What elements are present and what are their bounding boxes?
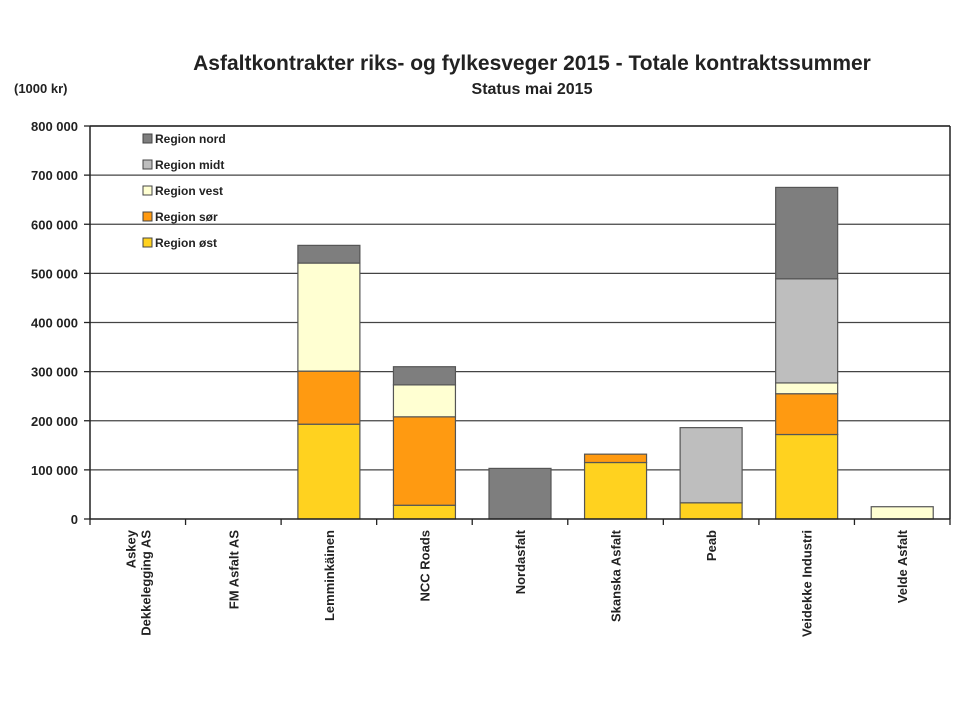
legend-label: Region vest [155, 184, 223, 198]
y-tick-label: 600 000 [31, 217, 78, 232]
y-tick-label: 800 000 [31, 119, 78, 134]
x-tick-label: Dekkelegging AS [138, 530, 153, 636]
x-tick-label-group: Askey Dekkelegging AS [123, 529, 153, 635]
bar-segment-veidekke-industri-region-vest [775, 382, 839, 395]
x-tick-label: Skanska Asfalt [609, 529, 624, 622]
legend-label: Region sør [155, 210, 218, 224]
bar-segment-lemmink-inen-region-nord [297, 244, 361, 264]
bar-segment-ncc-roads-region-nord [392, 366, 457, 386]
bar-segment-veidekke-industri-region-st [775, 433, 839, 520]
x-tick-label: Askey [123, 529, 138, 568]
axes [84, 125, 951, 525]
bar-segment-lemmink-inen-region-st [297, 423, 361, 520]
x-tick-label-group: NCC Roads [417, 530, 432, 602]
x-tick-label: Peab [704, 530, 719, 561]
bar-segment-velde-asfalt-region-vest [870, 506, 934, 520]
x-tick-label-group: Lemminkäinen [322, 530, 337, 621]
y-tick-label: 400 000 [31, 316, 78, 331]
y-tick-label: 700 000 [31, 168, 78, 183]
legend-label: Region midt [155, 158, 224, 172]
y-unit-label: (1000 kr) [14, 81, 67, 96]
y-tick-label: 0 [71, 512, 78, 527]
legend-swatch [142, 185, 153, 196]
x-tick-label-group: Veidekke Industri [800, 530, 815, 637]
legend-swatch [142, 237, 153, 248]
bar-segment-veidekke-industri-region-nord [775, 186, 839, 280]
bar-segment-veidekke-industri-region-s-r [775, 393, 839, 436]
x-tick-label-group: Skanska Asfalt [609, 529, 624, 622]
x-tick-label: Lemminkäinen [322, 530, 337, 621]
y-tick-label: 500 000 [31, 266, 78, 281]
legend: Region nord Region midt Region vest Region … [142, 132, 226, 250]
x-tick-label: NCC Roads [417, 530, 432, 602]
y-tick-label: 300 000 [31, 365, 78, 380]
bar-segment-skanska-asfalt-region-s-r [583, 453, 648, 464]
y-tick-label: 200 000 [31, 414, 78, 429]
bar-segment-ncc-roads-region-vest [392, 384, 457, 418]
bar-segment-nordasfalt-region-nord [488, 467, 552, 520]
x-tick-label: Veidekke Industri [800, 530, 815, 637]
x-tick-label: Velde Asfalt [895, 529, 910, 603]
bar-segment-lemmink-inen-region-vest [297, 262, 361, 372]
x-tick-label: Nordasfalt [513, 529, 528, 594]
legend-swatch [142, 159, 153, 170]
legend-label: Region nord [155, 132, 226, 146]
chart-title: Asfaltkontrakter riks- og fylkesveger 20… [193, 52, 871, 75]
bar-segment-peab-region-midt [679, 427, 743, 504]
legend-swatch [142, 211, 153, 222]
bar-segment-ncc-roads-region-s-r [392, 416, 457, 506]
legend-label: Region øst [155, 236, 217, 250]
y-tick-labels: 0 100 000 200 000 300 000 400 000 500 000 600 … [31, 119, 78, 527]
x-tick-label-group: Nordasfalt [513, 529, 528, 594]
y-tick-label: 100 000 [31, 463, 78, 478]
bar-segment-lemmink-inen-region-s-r [297, 370, 361, 425]
chart-subtitle: Status mai 2015 [472, 81, 593, 98]
bar-segment-ncc-roads-region-st [392, 504, 457, 520]
x-tick-labels: Askey Dekkelegging AS FM Asfalt AS Lemminkä… [123, 529, 910, 637]
x-tick-label: FM Asfalt AS [226, 530, 241, 610]
x-tick-label-group: Peab [704, 530, 719, 561]
bar-segment-veidekke-industri-region-midt [775, 278, 839, 384]
bars [297, 186, 934, 520]
x-tick-label-group: FM Asfalt AS [226, 530, 241, 610]
bar-segment-peab-region-st [679, 502, 743, 520]
legend-swatch [142, 133, 153, 144]
x-tick-label-group: Velde Asfalt [895, 529, 910, 603]
bar-segment-skanska-asfalt-region-st [583, 461, 648, 520]
